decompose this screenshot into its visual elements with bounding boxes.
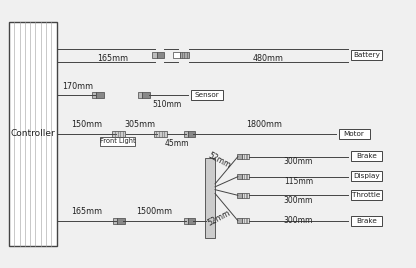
Bar [191, 90, 223, 100]
Bar [154, 131, 167, 137]
Bar [351, 50, 382, 60]
Bar [242, 174, 249, 179]
Text: 305mm: 305mm [124, 120, 155, 129]
Text: 300mm: 300mm [284, 216, 313, 225]
Bar [112, 131, 126, 137]
Bar [188, 131, 195, 137]
Bar [97, 92, 104, 98]
Bar [180, 53, 189, 58]
Bar [183, 131, 188, 137]
Text: 165mm: 165mm [97, 54, 128, 63]
Bar [351, 171, 382, 181]
Bar [152, 53, 156, 58]
Bar [238, 218, 242, 223]
Text: Controller: Controller [10, 129, 55, 139]
Text: Brake: Brake [356, 218, 377, 224]
Text: Battery: Battery [353, 52, 380, 58]
Bar [351, 190, 382, 200]
Text: 480mm: 480mm [253, 54, 284, 63]
Text: 45mm: 45mm [165, 139, 189, 148]
Text: 170mm: 170mm [62, 81, 93, 91]
Text: 165mm: 165mm [71, 207, 102, 216]
Bar [188, 218, 195, 224]
Bar [242, 193, 249, 198]
Text: 1500mm: 1500mm [136, 207, 172, 216]
Bar [92, 92, 97, 98]
Bar [113, 218, 117, 224]
Text: 1800mm: 1800mm [246, 120, 282, 129]
Text: 52mm: 52mm [206, 151, 232, 170]
Bar [205, 158, 215, 238]
Text: 300mm: 300mm [284, 196, 313, 205]
Text: Brake: Brake [356, 153, 377, 159]
Bar [142, 92, 149, 98]
Bar [351, 216, 382, 226]
Text: Throttle: Throttle [352, 192, 381, 198]
Text: Sensor: Sensor [195, 92, 219, 98]
Bar [238, 174, 242, 179]
Bar [156, 53, 164, 58]
Bar [339, 129, 370, 139]
Text: 300mm: 300mm [284, 157, 313, 166]
Bar [138, 92, 142, 98]
Bar [9, 22, 57, 246]
Bar [183, 218, 188, 224]
Text: 510mm: 510mm [152, 100, 181, 109]
Text: Front Light: Front Light [100, 139, 136, 144]
Text: 115mm: 115mm [284, 177, 313, 186]
Bar [117, 218, 125, 224]
Bar [238, 193, 242, 198]
Text: Display: Display [353, 173, 380, 179]
Text: Motor: Motor [344, 131, 364, 137]
Bar [173, 53, 180, 58]
Bar [242, 218, 249, 223]
Text: 150mm: 150mm [71, 120, 102, 129]
Bar [238, 154, 242, 159]
Text: 52mm: 52mm [206, 209, 232, 228]
Bar [242, 154, 249, 159]
Bar [351, 151, 382, 161]
Bar [100, 137, 136, 146]
